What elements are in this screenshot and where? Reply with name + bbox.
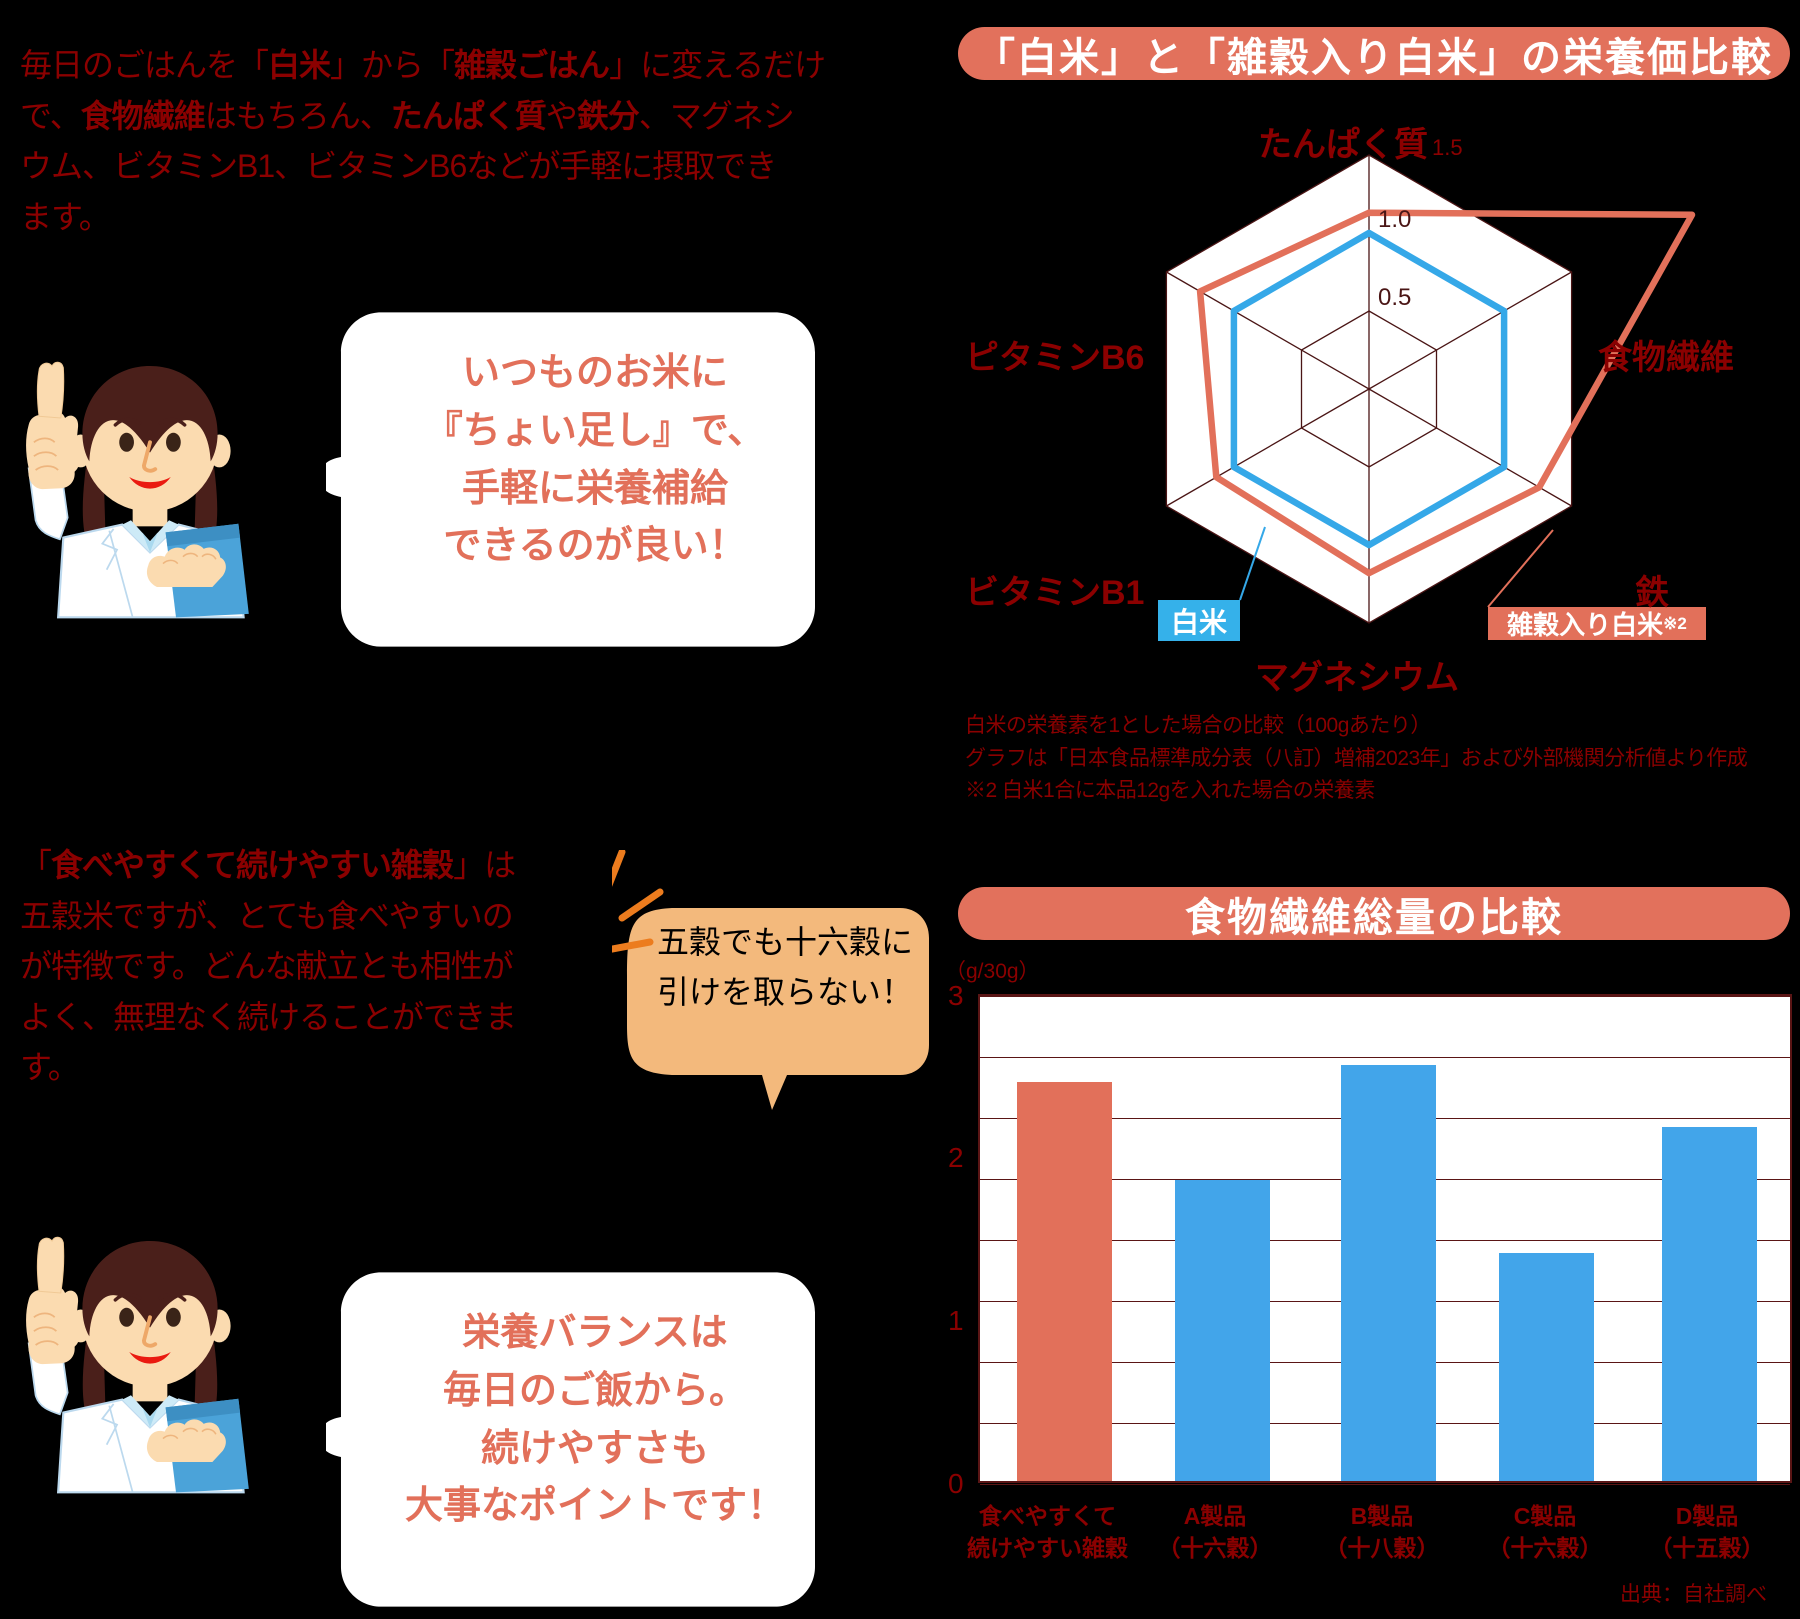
svg-text:1.0: 1.0: [1378, 206, 1411, 233]
svg-text:0.5: 0.5: [1378, 284, 1411, 311]
